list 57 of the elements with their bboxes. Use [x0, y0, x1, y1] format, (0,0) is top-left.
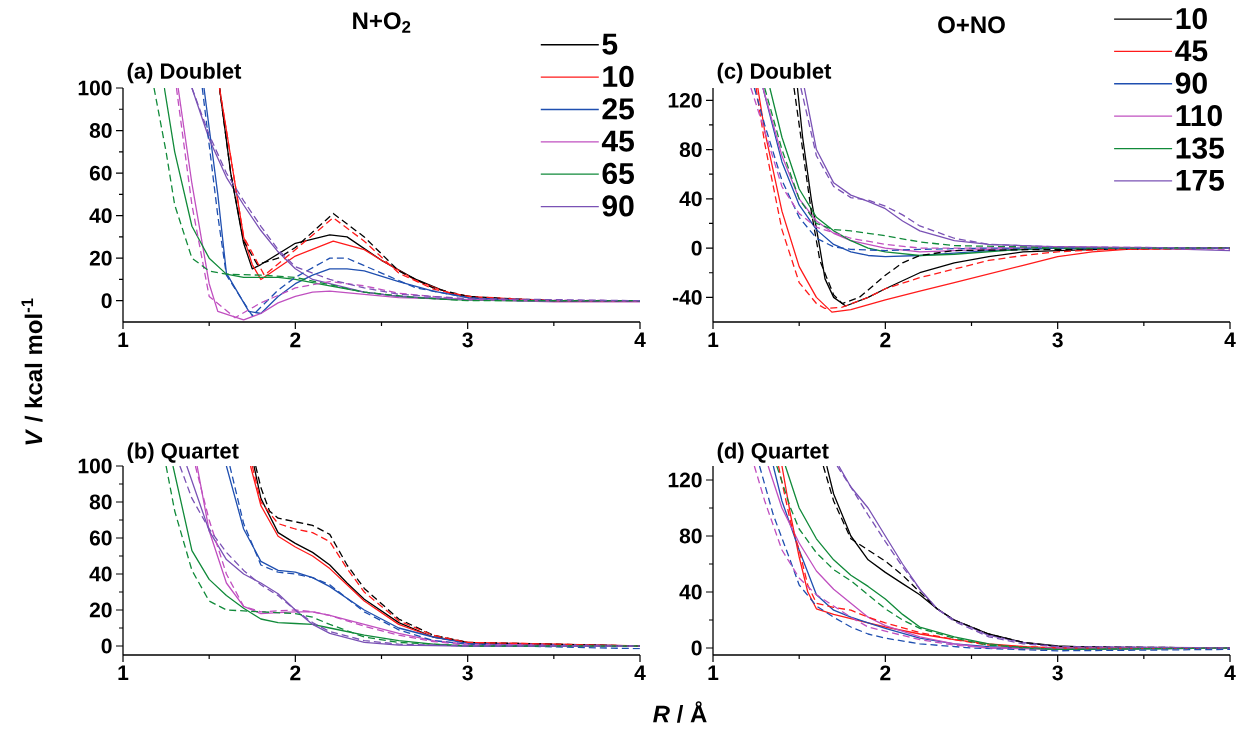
legend-label: 110: [1176, 104, 1222, 127]
x-tick-label: 2: [880, 665, 891, 681]
y-tick-label: 100: [78, 458, 112, 474]
x-tick-label: 3: [1052, 332, 1063, 348]
y-tick-label: -40: [672, 289, 702, 305]
legend-label: 175: [1176, 169, 1224, 191]
y-axis-title: V / kcal mol$^{-1}$: [21, 298, 43, 445]
y-tick-label: 100: [78, 80, 112, 96]
chart-title: N+O$_{2}$: [353, 12, 411, 33]
legend-label: 90: [602, 195, 634, 217]
x-tick-label: 1: [118, 665, 129, 680]
y-tick-label: 40: [679, 584, 702, 600]
x-tick-label: 3: [462, 332, 473, 348]
x-tick-label: 3: [1052, 665, 1063, 681]
x-tick-label: 2: [880, 332, 891, 348]
y-tick-label: 40: [679, 191, 702, 207]
legend-label: 90: [1175, 72, 1207, 94]
x-tick-label: 4: [1224, 332, 1236, 347]
y-tick-label: 20: [89, 602, 112, 618]
x-tick-label: 4: [1224, 665, 1236, 680]
text: (d) Quartet: [717, 442, 829, 463]
text: (a) Doublet: [127, 62, 242, 84]
y-tick-label: 80: [679, 528, 702, 544]
legend-label: 10: [603, 65, 634, 88]
legend-label: 135: [1176, 137, 1224, 159]
x-tick-label: 1: [708, 665, 719, 680]
x-tick-label: 3: [462, 665, 473, 681]
x-tick-label: 1: [708, 332, 719, 347]
legend-label: 25: [602, 98, 634, 120]
text: (b) Quartet: [127, 442, 239, 463]
y-tick-label: 60: [89, 165, 112, 181]
x-tick-label: 4: [634, 665, 646, 680]
y-tick-label: 120: [668, 92, 702, 108]
legend-label: 10: [1176, 7, 1207, 30]
y-tick-label: 20: [89, 250, 112, 266]
y-tick-label: 0: [101, 293, 112, 309]
legend-label: 45: [601, 130, 634, 152]
legend-label: 65: [602, 162, 634, 185]
y-tick-label: 0: [691, 640, 702, 656]
x-tick-label: 1: [118, 332, 129, 347]
y-tick-label: 0: [101, 638, 112, 654]
x-tick-label: 2: [290, 332, 301, 348]
y-tick-label: 40: [89, 566, 112, 582]
y-tick-label: 0: [691, 240, 702, 256]
x-tick-label: 2: [290, 665, 301, 681]
text: (c) Doublet: [717, 62, 832, 84]
chart-title: O+NO: [938, 16, 1005, 34]
y-tick-label: 80: [89, 494, 112, 510]
y-tick-label: 120: [668, 472, 702, 488]
y-tick-label: 60: [89, 530, 112, 546]
legend-label: 45: [1175, 40, 1208, 62]
y-tick-label: 80: [679, 142, 702, 158]
y-tick-label: 40: [89, 208, 112, 224]
x-tick-label: 4: [634, 332, 646, 347]
x-axis-title: R / Å: [653, 701, 707, 723]
legend-label: 5: [602, 33, 618, 55]
y-tick-label: 80: [89, 123, 112, 138]
